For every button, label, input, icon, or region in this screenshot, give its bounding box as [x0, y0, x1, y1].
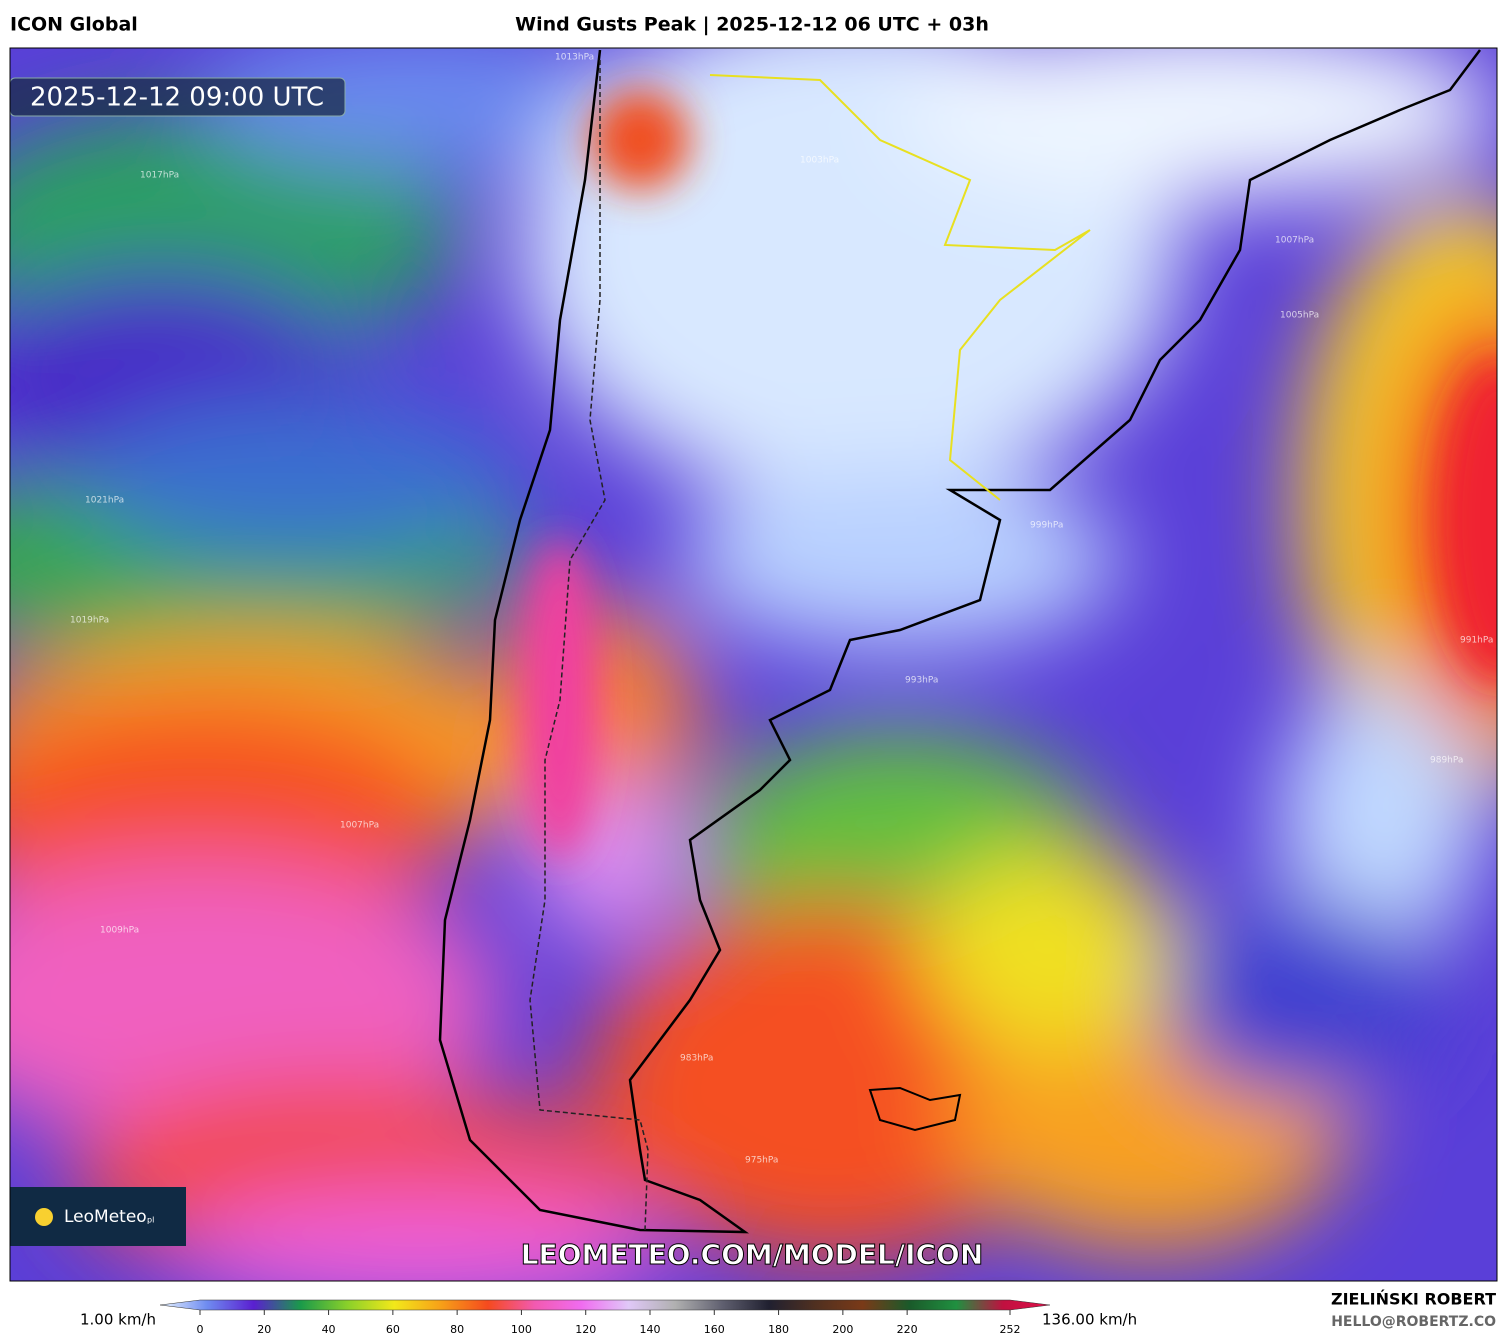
timestamp: 2025-12-12 09:00 UTC — [30, 83, 324, 113]
border — [529, 60, 649, 1231]
isobar-label: 1007hPa — [340, 821, 379, 831]
isobar-label: 1007hPa — [1275, 236, 1314, 246]
colorbar-tick-label: 100 — [511, 1323, 532, 1336]
colorbar-tick-label: 200 — [832, 1323, 853, 1336]
colorbar-tick-label: 20 — [257, 1323, 271, 1336]
colorbar-tick-label: 80 — [450, 1323, 464, 1336]
island — [868, 1086, 962, 1132]
isobar-label: 1013hPa — [555, 53, 594, 63]
isobar-label: 1021hPa — [85, 496, 124, 506]
colorbar-tick-label: 120 — [575, 1323, 596, 1336]
logo: LeoMeteo — [64, 1207, 147, 1227]
map: 1013hPa 1017hPa 1021hPa 1019hPa 1007hPa 1005h… — [10, 48, 1497, 1281]
coastline — [438, 49, 1481, 1234]
timestamp-box — [10, 77, 346, 117]
colorbar-tick-label: 160 — [704, 1323, 725, 1336]
isobar-label: 1019hPa — [70, 616, 109, 626]
map-title: Wind Gusts Peak | 2025-12-12 06 UTC + 03… — [515, 14, 989, 36]
colorbar-tick-label: 220 — [897, 1323, 918, 1336]
isobar-label: 999hPa — [1030, 521, 1063, 531]
isobar-label: 989hPa — [1430, 756, 1463, 766]
isobar-label: 975hPa — [745, 1156, 778, 1166]
colorbar-max-label: 136.00 km/h — [1042, 1311, 1137, 1329]
colorbar: 0 20 40 60 80 100 120 140 160 180 200 220 252 — [159, 1299, 1051, 1336]
logo-suffix: pl — [147, 1216, 154, 1225]
colorbar-min-label: 1.00 km/h — [80, 1311, 156, 1329]
logo-sun — [35, 1208, 53, 1226]
watermark: LEOMETEO.COM/MODEL/ICON — [521, 1238, 984, 1271]
colorbar-tick-label: 0 — [197, 1323, 204, 1336]
isobar-label: 991hPa — [1460, 636, 1493, 646]
isobar-label: 1017hPa — [140, 171, 179, 181]
colorbar-tick-label: 180 — [768, 1323, 789, 1336]
border — [709, 74, 1091, 501]
colorbar-ramp — [159, 1299, 1051, 1311]
isobar-label: 1003hPa — [800, 156, 839, 166]
colorbar-tick-label: 140 — [640, 1323, 661, 1336]
isobar-label: 983hPa — [680, 1054, 713, 1064]
isobar-label: 1005hPa — [1280, 311, 1319, 321]
email: HELLO@ROBERTZ.CO — [1331, 1314, 1496, 1330]
colorbar-tick-label: 40 — [322, 1323, 336, 1336]
map-frame — [9, 47, 1498, 1282]
colorbar-tick-label: 252 — [1000, 1323, 1021, 1336]
author: ZIELIŃSKI ROBERT — [1331, 1290, 1496, 1309]
model-name: ICON Global — [10, 14, 138, 36]
colorbar-tick-label: 60 — [386, 1323, 400, 1336]
isobar-labels: 1013hPa 1017hPa 1021hPa 1019hPa 1007hPa 1005h… — [70, 53, 1493, 1166]
isobar-label: 993hPa — [905, 676, 938, 686]
isobar-label: 1009hPa — [100, 926, 139, 936]
